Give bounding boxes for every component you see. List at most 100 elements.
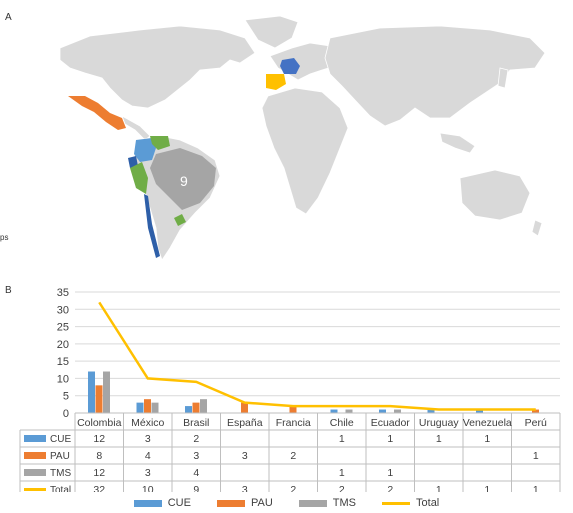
chart: 35 30 25 20 15 10 5 0 Colombia México Brasil Españ… — [19, 287, 561, 492]
legend-swatch-total — [382, 501, 411, 505]
category-label: Francia — [276, 417, 311, 429]
uruguay-region — [174, 214, 186, 226]
mexico-region — [68, 96, 126, 130]
venezuela-region — [150, 136, 170, 150]
category-label: Brasil — [183, 417, 209, 429]
data-label: 2 — [290, 450, 296, 462]
line-series — [98, 301, 536, 411]
side-fragment-text: ps — [0, 233, 9, 242]
category-label: México — [131, 417, 164, 429]
data-label: 1 — [484, 484, 490, 492]
ecuador-region — [128, 156, 138, 168]
table-key-pau — [24, 452, 46, 459]
series-name: Total — [50, 485, 71, 492]
bar-tms — [103, 371, 110, 413]
category-label: Chile — [330, 417, 354, 429]
data-label: 3 — [242, 450, 248, 462]
chart-legend: CUE PAU TMS Total — [0, 497, 573, 509]
bar-pau — [192, 402, 200, 413]
data-label: 12 — [93, 433, 105, 445]
legend-item-tms: TMS — [298, 497, 357, 509]
bar-pau — [241, 402, 248, 413]
series-name: TMS — [50, 468, 71, 479]
y-tick-label: 30 — [57, 304, 69, 316]
legend-swatch-tms — [298, 499, 327, 507]
brazil-region — [150, 148, 216, 210]
data-label: 3 — [145, 467, 151, 479]
data-label: 1 — [387, 467, 393, 479]
data-label: 3 — [242, 484, 248, 492]
central-america — [121, 115, 151, 141]
category-label: Venezuela — [463, 417, 512, 429]
table-key-cue — [24, 435, 46, 442]
y-tick-label: 0 — [63, 408, 69, 420]
data-label: 1 — [339, 467, 345, 479]
series-name: PAU — [50, 451, 70, 462]
data-table: Colombia México Brasil España Francia Chile Ec… — [19, 412, 561, 492]
bar-tms — [394, 409, 401, 413]
bar-cue — [379, 409, 386, 413]
bar-cue — [136, 402, 144, 413]
world-map: 9 — [59, 15, 546, 261]
data-label: 8 — [96, 450, 102, 462]
category-label: Perú — [525, 417, 547, 429]
legend-label-tms: TMS — [332, 497, 357, 509]
y-tick-label: 35 — [57, 287, 69, 299]
australia — [459, 169, 531, 221]
category-label: Uruguay — [419, 417, 459, 429]
france-region — [280, 58, 300, 74]
panel-b-label: B — [5, 285, 12, 296]
bar-pau — [144, 399, 151, 413]
bar-cue — [427, 409, 435, 413]
table-key-tms — [24, 469, 46, 476]
southeast-asia — [439, 132, 476, 154]
category-label: Colombia — [77, 417, 122, 429]
data-label: 1 — [533, 450, 539, 462]
north-america — [59, 25, 256, 109]
data-label: 4 — [193, 467, 199, 479]
data-label: 1 — [436, 484, 442, 492]
legend-swatch-pau — [216, 499, 245, 507]
data-label: 2 — [387, 484, 393, 492]
legend-swatch-cue — [133, 499, 162, 507]
brazil-count-label: 9 — [180, 173, 188, 189]
data-label: 4 — [145, 450, 151, 462]
data-label: 1 — [484, 433, 490, 445]
data-label: 10 — [142, 484, 154, 492]
africa — [261, 87, 349, 215]
y-tick-label: 10 — [57, 373, 69, 385]
y-tick-label: 25 — [57, 322, 69, 334]
data-label: 3 — [145, 433, 151, 445]
bar-cue — [88, 371, 95, 413]
legend-label-pau: PAU — [250, 497, 273, 509]
bar-pau — [95, 385, 103, 413]
y-tick-label: 5 — [63, 391, 69, 403]
bar-tms — [345, 409, 353, 413]
legend-label-total: Total — [416, 497, 440, 509]
chile-region — [144, 194, 160, 258]
y-tick-label: 15 — [57, 356, 69, 368]
bar-pau — [289, 406, 297, 413]
data-label: 3 — [193, 450, 199, 462]
data-label: 1 — [387, 433, 393, 445]
legend-item-cue: CUE — [133, 497, 191, 509]
peru-region — [130, 162, 148, 194]
data-label: 2 — [193, 433, 199, 445]
bar-tms — [200, 399, 207, 413]
y-tick-label: 20 — [57, 339, 69, 351]
panel-a-label: A — [5, 12, 12, 23]
data-label: 1 — [339, 433, 345, 445]
data-label: 1 — [533, 484, 539, 492]
legend-item-total: Total — [382, 497, 439, 509]
data-label: 9 — [193, 484, 199, 492]
category-label: España — [227, 417, 263, 429]
bar-cue — [476, 409, 483, 413]
new-zealand — [531, 219, 543, 237]
bar-cue — [185, 406, 192, 413]
map-land — [59, 15, 546, 261]
japan — [497, 67, 509, 89]
colombia-region — [134, 138, 156, 162]
data-label: 1 — [436, 433, 442, 445]
legend-item-pau: PAU — [216, 497, 273, 509]
legend-label-cue: CUE — [167, 497, 191, 509]
